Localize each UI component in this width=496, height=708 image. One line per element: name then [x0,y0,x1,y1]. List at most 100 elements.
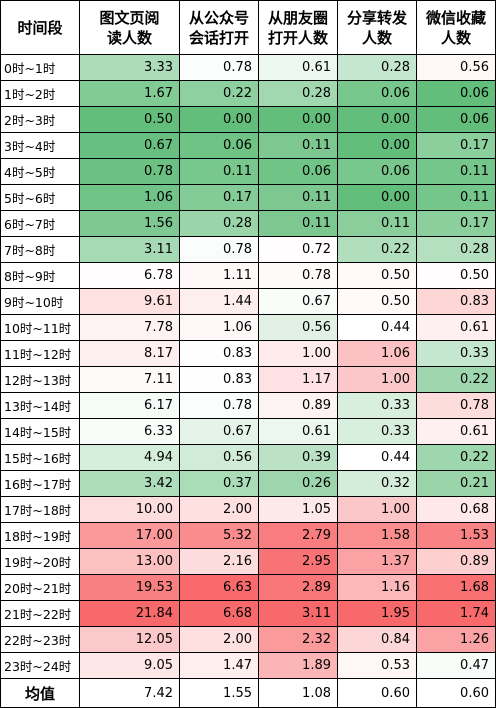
metric-value-cell: 0.06 [337,80,417,107]
metric-value-cell: 0.33 [337,392,417,419]
metric-value-cell: 21.84 [79,600,180,627]
average-value-cell: 0.60 [416,678,496,708]
metric-value-cell: 0.32 [337,470,417,497]
metric-value-cell: 0.53 [337,652,417,679]
metric-value-cell: 0.00 [179,106,259,133]
header-label-line: 分享转发 [346,8,407,27]
metric-value-cell: 2.16 [179,548,259,575]
metric-value-cell: 2.00 [179,626,259,653]
metric-value-cell: 0.67 [258,288,338,315]
table-row: 20时~21时 19.53 6.63 2.89 1.16 1.68 [0,574,496,601]
metric-value-cell: 12.05 [79,626,180,653]
metric-value-cell: 1.56 [79,210,180,237]
metric-value-cell: 0.11 [258,132,338,159]
table-body: 0时~1时 3.33 0.78 0.61 0.28 0.56 1时~2时 1.67 0.22 0.… [0,54,496,708]
metric-value-cell: 0.11 [179,158,259,185]
metric-value-cell: 0.78 [258,262,338,289]
time-period-cell: 10时~11时 [0,314,80,341]
table-row: 12时~13时 7.11 0.83 1.17 1.00 0.22 [0,366,496,393]
metric-value-cell: 1.58 [337,522,417,549]
time-period-cell: 9时~10时 [0,288,80,315]
metric-value-cell: 0.67 [79,132,180,159]
metric-value-cell: 1.67 [79,80,180,107]
table-row: 19时~20时 13.00 2.16 2.95 1.37 0.89 [0,548,496,575]
metric-value-cell: 2.79 [258,522,338,549]
metric-value-cell: 0.56 [416,54,496,81]
metric-value-cell: 0.22 [337,236,417,263]
table-row: 18时~19时 17.00 5.32 2.79 1.58 1.53 [0,522,496,549]
time-period-cell: 22时~23时 [0,626,80,653]
metric-value-cell: 1.17 [258,366,338,393]
metric-value-cell: 1.37 [337,548,417,575]
metric-value-cell: 2.00 [179,496,259,523]
metric-value-cell: 0.61 [416,418,496,445]
table-row: 23时~24时 9.05 1.47 1.89 0.53 0.47 [0,652,496,679]
metric-value-cell: 0.17 [416,132,496,159]
header-label-line: 从公众号 [188,8,249,27]
metric-value-cell: 0.28 [337,54,417,81]
metric-value-cell: 0.26 [258,470,338,497]
metric-value-cell: 0.78 [79,158,180,185]
time-period-cell: 4时~5时 [0,158,80,185]
metric-value-cell: 0.44 [337,314,417,341]
metric-value-cell: 0.89 [416,548,496,575]
header-metric-5: 微信收藏 人数 [416,0,496,55]
time-period-cell: 14时~15时 [0,418,80,445]
average-value-cell: 0.60 [337,678,417,708]
metric-value-cell: 9.05 [79,652,180,679]
table-row: 14时~15时 6.33 0.67 0.61 0.33 0.61 [0,418,496,445]
metric-value-cell: 0.22 [179,80,259,107]
metric-value-cell: 0.11 [416,184,496,211]
metric-value-cell: 0.39 [258,444,338,471]
time-period-cell: 15时~16时 [0,444,80,471]
metric-value-cell: 0.83 [179,366,259,393]
metric-value-cell: 1.06 [179,314,259,341]
table-row: 8时~9时 6.78 1.11 0.78 0.50 0.50 [0,262,496,289]
metric-value-cell: 0.17 [416,210,496,237]
table-row: 21时~22时 21.84 6.68 3.11 1.95 1.74 [0,600,496,627]
metric-value-cell: 9.61 [79,288,180,315]
metric-value-cell: 6.63 [179,574,259,601]
table-row: 22时~23时 12.05 2.00 2.32 0.84 1.26 [0,626,496,653]
metric-value-cell: 0.11 [258,210,338,237]
metric-value-cell: 1.89 [258,652,338,679]
header-label-line: 会话打开 [188,28,249,47]
metric-value-cell: 0.56 [258,314,338,341]
metric-value-cell: 0.44 [337,444,417,471]
average-value-cell: 7.42 [79,678,180,708]
table-row: 7时~8时 3.11 0.78 0.72 0.22 0.28 [0,236,496,263]
time-period-cell: 6时~7时 [0,210,80,237]
metric-value-cell: 1.06 [79,184,180,211]
metric-value-cell: 17.00 [79,522,180,549]
table-row: 15时~16时 4.94 0.56 0.39 0.44 0.22 [0,444,496,471]
table-row: 4时~5时 0.78 0.11 0.06 0.06 0.11 [0,158,496,185]
metric-value-cell: 0.06 [179,132,259,159]
metric-value-cell: 1.00 [258,340,338,367]
metric-value-cell: 1.95 [337,600,417,627]
metric-value-cell: 0.50 [79,106,180,133]
metric-value-cell: 6.33 [79,418,180,445]
metric-value-cell: 1.26 [416,626,496,653]
table-row: 2时~3时 0.50 0.00 0.00 0.00 0.06 [0,106,496,133]
metric-value-cell: 0.00 [337,132,417,159]
table-row: 13时~14时 6.17 0.78 0.89 0.33 0.78 [0,392,496,419]
time-period-cell: 21时~22时 [0,600,80,627]
header-label-line: 打开人数 [267,28,328,47]
time-period-cell: 13时~14时 [0,392,80,419]
table-row: 0时~1时 3.33 0.78 0.61 0.28 0.56 [0,54,496,81]
metric-value-cell: 0.68 [416,496,496,523]
metric-value-cell: 1.05 [258,496,338,523]
metric-value-cell: 0.00 [258,106,338,133]
metric-value-cell: 0.28 [179,210,259,237]
metric-value-cell: 0.78 [179,54,259,81]
metric-value-cell: 6.68 [179,600,259,627]
metric-value-cell: 2.32 [258,626,338,653]
metric-value-cell: 0.37 [179,470,259,497]
time-period-cell: 11时~12时 [0,340,80,367]
metric-value-cell: 1.16 [337,574,417,601]
metric-value-cell: 0.84 [337,626,417,653]
metric-value-cell: 0.28 [416,236,496,263]
table-row: 11时~12时 8.17 0.83 1.00 1.06 0.33 [0,340,496,367]
header-label-line: 微信收藏 [425,8,486,27]
metric-value-cell: 0.83 [416,288,496,315]
